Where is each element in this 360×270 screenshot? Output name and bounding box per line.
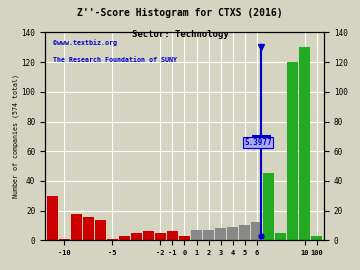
Bar [95,220,106,240]
Bar [275,233,286,240]
Text: Sector: Technology: Sector: Technology [132,30,228,39]
Bar [71,214,82,240]
Bar [155,233,166,240]
Bar [227,227,238,240]
Bar [143,231,154,240]
Text: Z''-Score Histogram for CTXS (2016): Z''-Score Histogram for CTXS (2016) [77,8,283,18]
Bar [59,239,70,240]
Bar [191,230,202,240]
Text: ©www.textbiz.org: ©www.textbiz.org [53,39,117,46]
Bar [83,217,94,240]
Bar [215,228,226,240]
Bar [179,236,190,240]
Bar [311,236,322,240]
Text: 5.3977: 5.3977 [244,138,272,147]
Bar [131,233,142,240]
Bar [119,236,130,240]
Bar [263,173,274,240]
Bar [167,231,178,240]
Bar [287,62,298,240]
Bar [107,239,118,240]
Bar [203,230,214,240]
Bar [239,225,250,240]
Bar [299,47,310,240]
Bar [47,196,58,240]
Y-axis label: Number of companies (574 total): Number of companies (574 total) [12,74,19,198]
Text: The Research Foundation of SUNY: The Research Foundation of SUNY [53,57,177,63]
Bar [251,222,262,240]
